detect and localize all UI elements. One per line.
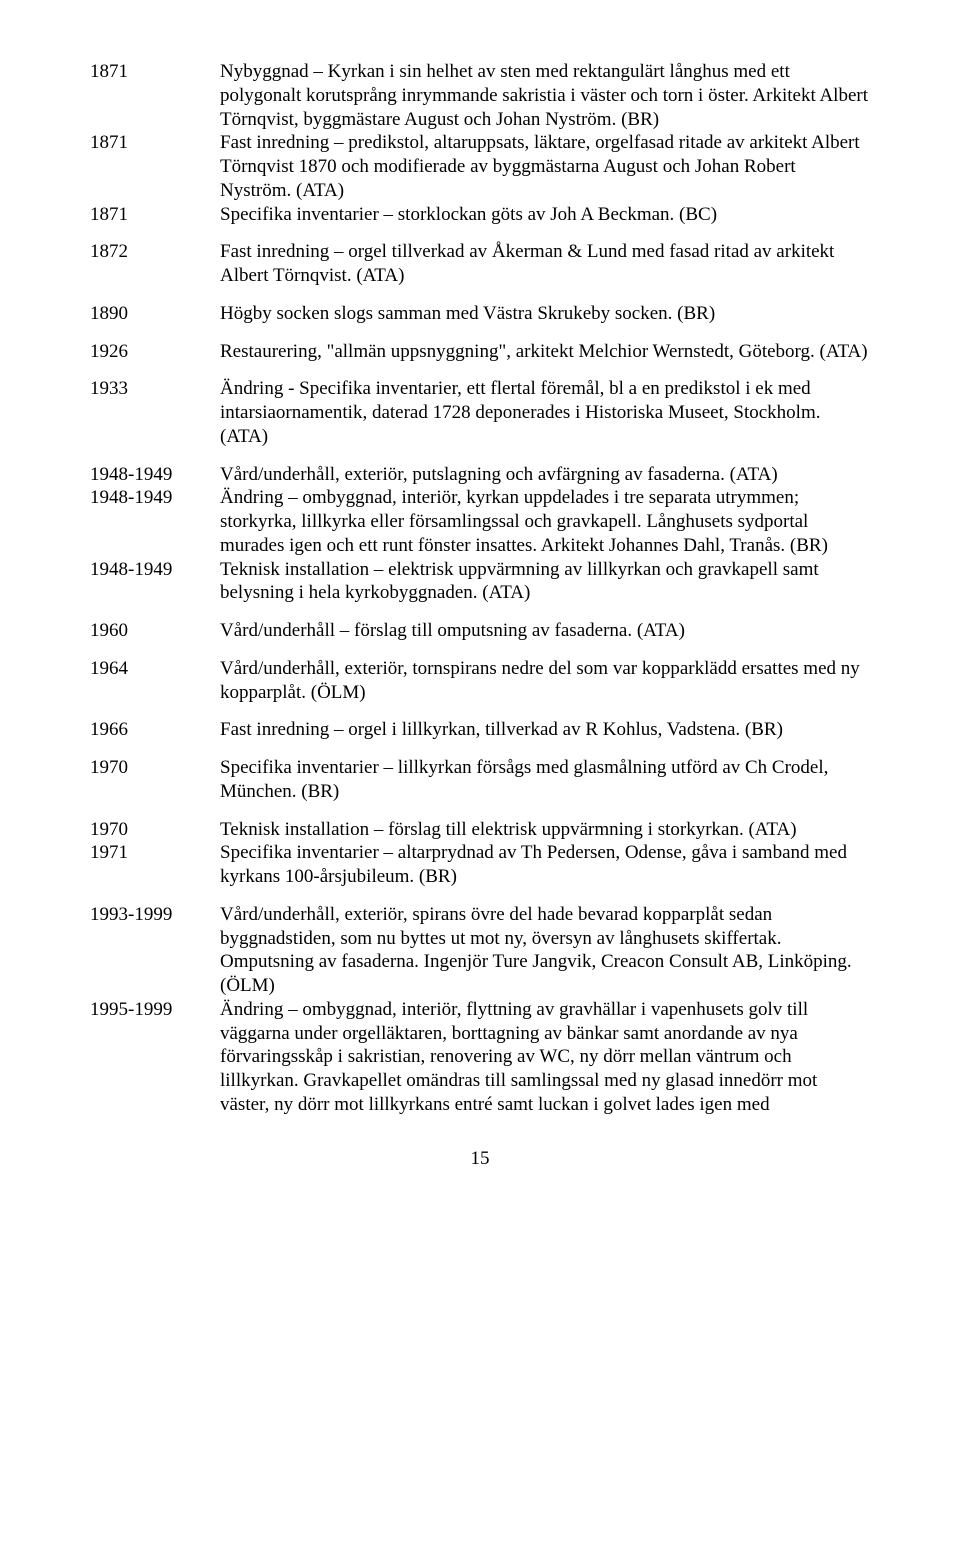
entry-text: Vård/underhåll, exteriör, tornspirans ne… — [220, 657, 870, 705]
entry-text: Ändring – ombyggnad, interiör, kyrkan up… — [220, 486, 870, 557]
entry-row: 1948-1949Ändring – ombyggnad, interiör, … — [90, 486, 870, 557]
entry-year: 1993-1999 — [90, 903, 220, 998]
entry-row: 1970Teknisk installation – förslag till … — [90, 818, 870, 842]
entry-year: 1971 — [90, 841, 220, 889]
entry-text: Fast inredning – orgel tillverkad av Åke… — [220, 240, 870, 288]
entry-group: 1890Högby socken slogs samman med Västra… — [90, 302, 870, 326]
entry-text: Ändring – ombyggnad, interiör, flyttning… — [220, 998, 870, 1117]
document-page: 1871Nybyggnad – Kyrkan i sin helhet av s… — [0, 0, 960, 1210]
entry-year: 1948-1949 — [90, 486, 220, 557]
entry-text: Fast inredning – predikstol, altaruppsat… — [220, 131, 870, 202]
entry-row: 1948-1949Teknisk installation – elektris… — [90, 558, 870, 606]
entry-year: 1966 — [90, 718, 220, 742]
entry-year: 1995-1999 — [90, 998, 220, 1117]
entry-group: 1993-1999Vård/underhåll, exteriör, spira… — [90, 903, 870, 1117]
entry-row: 1948-1949Vård/underhåll, exteriör, putsl… — [90, 463, 870, 487]
entry-text: Ändring - Specifika inventarier, ett fle… — [220, 377, 870, 448]
entry-group: 1872Fast inredning – orgel tillverkad av… — [90, 240, 870, 288]
entry-group: 1948-1949Vård/underhåll, exteriör, putsl… — [90, 463, 870, 606]
entry-group: 1966Fast inredning – orgel i lillkyrkan,… — [90, 718, 870, 742]
entry-year: 1948-1949 — [90, 558, 220, 606]
entry-text: Nybyggnad – Kyrkan i sin helhet av sten … — [220, 60, 870, 131]
entry-group: 1970Specifika inventarier – lillkyrkan f… — [90, 756, 870, 804]
entry-group: 1871Nybyggnad – Kyrkan i sin helhet av s… — [90, 60, 870, 226]
entry-text: Fast inredning – orgel i lillkyrkan, til… — [220, 718, 870, 742]
entry-row: 1933Ändring - Specifika inventarier, ett… — [90, 377, 870, 448]
entry-text: Teknisk installation – förslag till elek… — [220, 818, 870, 842]
entry-year: 1960 — [90, 619, 220, 643]
entry-text: Vård/underhåll – förslag till omputsning… — [220, 619, 870, 643]
entry-row: 1964Vård/underhåll, exteriör, tornspiran… — [90, 657, 870, 705]
entry-year: 1871 — [90, 203, 220, 227]
entry-row: 1993-1999Vård/underhåll, exteriör, spira… — [90, 903, 870, 998]
entry-year: 1871 — [90, 60, 220, 131]
entry-group: 1926Restaurering, "allmän uppsnyggning",… — [90, 340, 870, 364]
entry-text: Restaurering, "allmän uppsnyggning", ark… — [220, 340, 870, 364]
entry-row: 1995-1999Ändring – ombyggnad, interiör, … — [90, 998, 870, 1117]
entry-text: Teknisk installation – elektrisk uppvärm… — [220, 558, 870, 606]
entry-text: Specifika inventarier – storklockan göts… — [220, 203, 870, 227]
entry-group: 1970Teknisk installation – förslag till … — [90, 818, 870, 889]
entry-text: Vård/underhåll, exteriör, spirans övre d… — [220, 903, 870, 998]
entry-year: 1872 — [90, 240, 220, 288]
entry-year: 1890 — [90, 302, 220, 326]
entry-year: 1948-1949 — [90, 463, 220, 487]
entry-row: 1926Restaurering, "allmän uppsnyggning",… — [90, 340, 870, 364]
entry-group: 1933Ändring - Specifika inventarier, ett… — [90, 377, 870, 448]
entry-text: Högby socken slogs samman med Västra Skr… — [220, 302, 870, 326]
entry-row: 1871Fast inredning – predikstol, altarup… — [90, 131, 870, 202]
entry-year: 1926 — [90, 340, 220, 364]
entry-row: 1970Specifika inventarier – lillkyrkan f… — [90, 756, 870, 804]
entry-row: 1871Nybyggnad – Kyrkan i sin helhet av s… — [90, 60, 870, 131]
entry-year: 1871 — [90, 131, 220, 202]
entry-text: Specifika inventarier – altarprydnad av … — [220, 841, 870, 889]
entry-year: 1933 — [90, 377, 220, 448]
entry-row: 1960Vård/underhåll – förslag till omputs… — [90, 619, 870, 643]
entry-row: 1871Specifika inventarier – storklockan … — [90, 203, 870, 227]
page-number: 15 — [90, 1147, 870, 1171]
entries-container: 1871Nybyggnad – Kyrkan i sin helhet av s… — [90, 60, 870, 1117]
entry-row: 1890Högby socken slogs samman med Västra… — [90, 302, 870, 326]
entry-text: Specifika inventarier – lillkyrkan förså… — [220, 756, 870, 804]
entry-text: Vård/underhåll, exteriör, putslagning oc… — [220, 463, 870, 487]
entry-row: 1971Specifika inventarier – altarprydnad… — [90, 841, 870, 889]
entry-group: 1964Vård/underhåll, exteriör, tornspiran… — [90, 657, 870, 705]
entry-year: 1964 — [90, 657, 220, 705]
entry-year: 1970 — [90, 818, 220, 842]
entry-row: 1966Fast inredning – orgel i lillkyrkan,… — [90, 718, 870, 742]
entry-year: 1970 — [90, 756, 220, 804]
entry-row: 1872Fast inredning – orgel tillverkad av… — [90, 240, 870, 288]
entry-group: 1960Vård/underhåll – förslag till omputs… — [90, 619, 870, 643]
